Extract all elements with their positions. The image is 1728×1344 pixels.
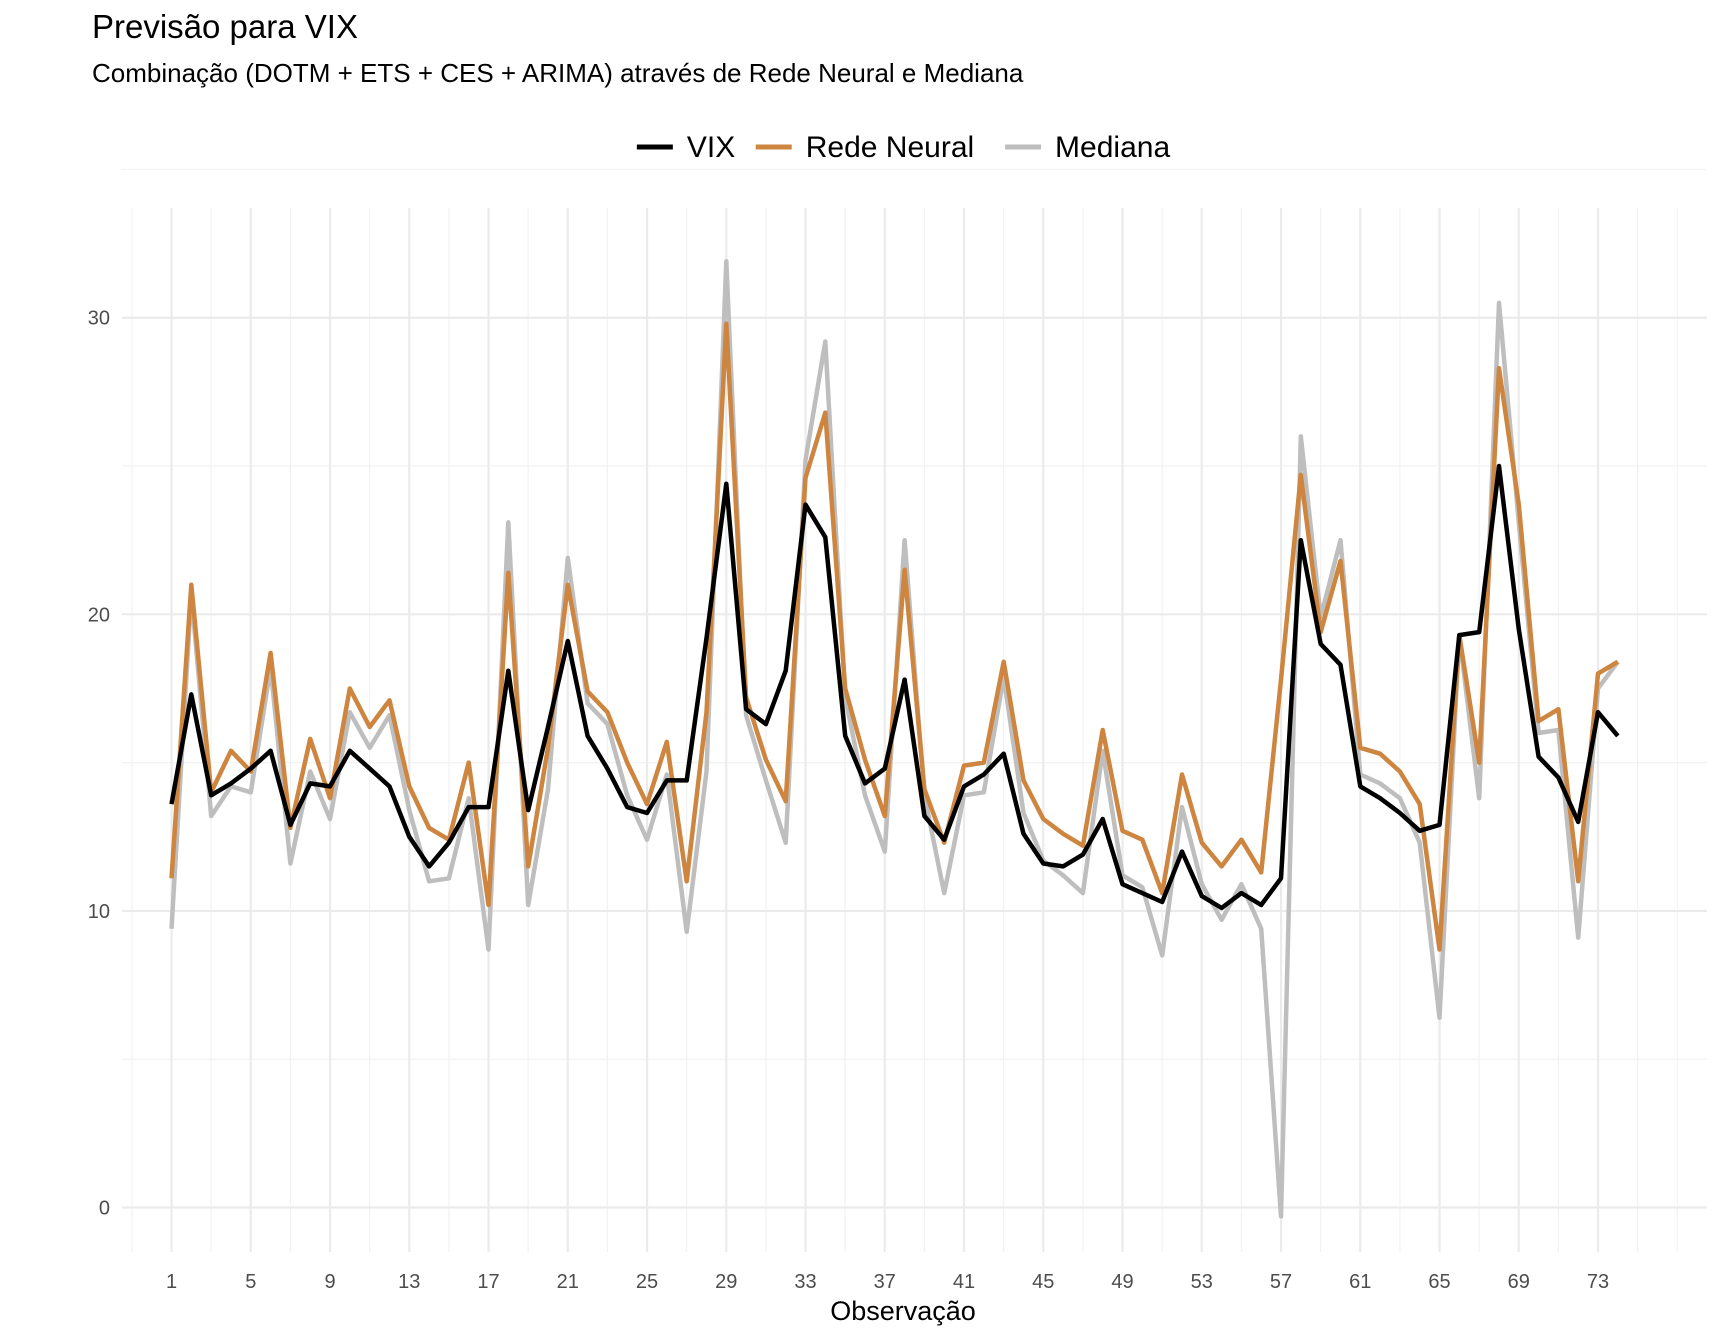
x-tick-label: 53 bbox=[1191, 1271, 1213, 1293]
x-tick-label: 73 bbox=[1587, 1271, 1609, 1293]
x-tick-label: 33 bbox=[794, 1271, 816, 1293]
x-tick-label: 21 bbox=[557, 1271, 579, 1293]
x-tick-label: 41 bbox=[953, 1271, 975, 1293]
x-tick-label: 37 bbox=[874, 1271, 896, 1293]
chart-subtitle: Combinação (DOTM + ETS + CES + ARIMA) at… bbox=[92, 58, 1024, 88]
chart-title: Previsão para VIX bbox=[92, 8, 358, 45]
series-lines bbox=[169, 259, 1620, 1219]
x-tick-label: 13 bbox=[398, 1271, 420, 1293]
legend-label-vix: VIX bbox=[687, 131, 735, 164]
x-tick-label: 61 bbox=[1349, 1271, 1371, 1293]
legend: VIX Rede Neural Mediana bbox=[636, 131, 1170, 164]
y-tick-label: 0 bbox=[99, 1198, 110, 1220]
x-tick-label: 29 bbox=[715, 1271, 737, 1293]
y-tick-label: 30 bbox=[88, 308, 110, 330]
x-tick-label: 5 bbox=[245, 1271, 256, 1293]
y-tick-label: 20 bbox=[88, 604, 110, 626]
x-tick-label: 1 bbox=[166, 1271, 177, 1293]
x-tick-label: 65 bbox=[1428, 1271, 1450, 1293]
x-tick-label: 57 bbox=[1270, 1271, 1292, 1293]
series-line-rede-neural bbox=[169, 321, 1619, 952]
x-tick-label: 9 bbox=[324, 1271, 335, 1293]
series-line-vix bbox=[169, 463, 1620, 911]
y-tick-label: 10 bbox=[88, 901, 110, 923]
x-tick-label: 17 bbox=[477, 1271, 499, 1293]
major-gridlines bbox=[122, 208, 1707, 1252]
x-tick-label: 25 bbox=[636, 1271, 658, 1293]
x-tick-label: 45 bbox=[1032, 1271, 1054, 1293]
x-axis-title: Observação bbox=[830, 1296, 976, 1326]
x-tick-label: 49 bbox=[1111, 1271, 1133, 1293]
series-line-mediana bbox=[169, 259, 1620, 1219]
x-axis-tick-labels: 1 5 9 13 17 21 25 29 33 37 41 45 49 53 57 61 65 69 73 bbox=[166, 1271, 1609, 1293]
y-axis-tick-labels: 0 10 20 30 bbox=[88, 308, 110, 1220]
legend-label-mediana: Mediana bbox=[1055, 131, 1170, 164]
legend-label-rede-neural: Rede Neural bbox=[806, 131, 974, 164]
x-tick-label: 69 bbox=[1508, 1271, 1530, 1293]
